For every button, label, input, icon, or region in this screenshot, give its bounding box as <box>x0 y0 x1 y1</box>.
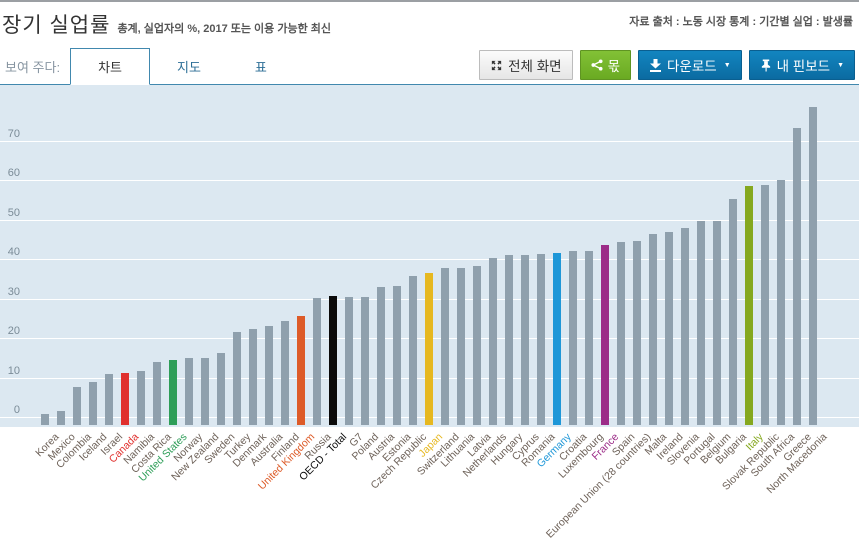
bar-korea[interactable] <box>41 413 49 425</box>
y-tick-label-50: 50 <box>7 206 20 219</box>
bar-united-states[interactable] <box>169 359 177 425</box>
action-buttons: 전체 화면 몫 <box>479 50 855 80</box>
bar-poland[interactable] <box>361 296 369 425</box>
bar-norway[interactable] <box>185 358 193 425</box>
bar-czech-republic[interactable] <box>409 276 417 425</box>
bar-slovenia[interactable] <box>681 228 689 425</box>
caret-down-icon: ▼ <box>837 61 844 69</box>
bar-estonia[interactable] <box>393 286 401 425</box>
pin-icon <box>760 59 772 72</box>
bar-luxembourg[interactable] <box>585 250 593 425</box>
pinboard-label: 내 핀보드 <box>776 59 831 74</box>
grid-line-40 <box>0 259 859 260</box>
caret-down-icon: ▼ <box>723 61 731 69</box>
tab-table[interactable]: 표 <box>254 60 267 75</box>
page-title: 장기 실업률 <box>2 14 111 37</box>
y-tick-label-0: 0 <box>13 404 20 416</box>
grid-line-70 <box>0 140 859 142</box>
tab-chart[interactable]: 차트 <box>70 48 150 85</box>
bar-latvia[interactable] <box>473 266 481 425</box>
y-tick-label-30: 30 <box>7 285 20 298</box>
bar-sweden[interactable] <box>217 352 225 425</box>
download-label: 다운로드 <box>667 59 717 74</box>
bar-israel[interactable] <box>105 373 113 425</box>
tab-map[interactable]: 지도 <box>177 60 201 75</box>
bar-portugal[interactable] <box>697 220 705 425</box>
fullscreen-label: 전체 화면 <box>508 59 562 74</box>
bar-japan[interactable] <box>425 273 433 425</box>
bar-lithuania[interactable] <box>457 267 465 425</box>
bar-russia[interactable] <box>313 298 321 425</box>
bar-spain[interactable] <box>617 242 625 425</box>
bar-greece[interactable] <box>793 128 801 425</box>
y-tick-label-70: 70 <box>7 127 20 140</box>
y-tick-label-20: 20 <box>7 325 20 337</box>
view-toolbar: 보여 주다: 차트 지도 표 전체 화면 <box>0 48 859 85</box>
y-tick-label-60: 60 <box>7 167 20 179</box>
pinboard-button[interactable]: 내 핀보드 ▼ <box>748 50 855 80</box>
download-button[interactable]: 다운로드 ▼ <box>638 50 742 80</box>
bar-iceland[interactable] <box>89 382 97 425</box>
bar-new-zealand[interactable] <box>201 357 209 425</box>
y-tick-label-40: 40 <box>7 246 20 258</box>
bar-germany[interactable] <box>553 252 561 425</box>
fullscreen-button[interactable]: 전체 화면 <box>479 50 573 80</box>
bar-switzerland[interactable] <box>441 268 449 425</box>
bar-south-africa[interactable] <box>777 179 785 425</box>
bar-oecd-total[interactable] <box>329 296 337 425</box>
download-icon <box>649 58 662 72</box>
bar-finland[interactable] <box>281 320 289 425</box>
bar-australia[interactable] <box>265 325 273 425</box>
page-subtitle: 총계, 실업자의 %, 2017 또는 이용 가능한 최신 <box>117 23 331 35</box>
bar-slovak-republic[interactable] <box>761 184 769 425</box>
bar-romania[interactable] <box>537 254 545 425</box>
bar-hungary[interactable] <box>505 255 513 425</box>
view-tabs: 보여 주다: 차트 지도 표 <box>0 48 859 85</box>
bar-croatia[interactable] <box>569 250 577 425</box>
bar-cyprus[interactable] <box>521 254 529 425</box>
bar-netherlands[interactable] <box>489 258 497 425</box>
grid-line-60 <box>0 180 859 181</box>
bar-european-union-28-countries-[interactable] <box>633 241 641 425</box>
bar-italy[interactable] <box>745 185 753 425</box>
bar-colombia[interactable] <box>73 387 81 425</box>
share-label: 몫 <box>607 59 620 74</box>
bar-ireland[interactable] <box>665 232 673 425</box>
show-label: 보여 주다: <box>5 60 61 75</box>
bar-denmark[interactable] <box>249 328 257 425</box>
bar-costa-rica[interactable] <box>153 361 161 425</box>
bar-turkey[interactable] <box>233 332 241 425</box>
bar-belgium[interactable] <box>713 220 721 425</box>
bar-north-macedonia[interactable] <box>809 106 817 425</box>
bar-mexico[interactable] <box>57 410 65 425</box>
bar-austria[interactable] <box>377 286 385 425</box>
bar-france[interactable] <box>601 244 609 425</box>
page-header: 장기 실업률 총계, 실업자의 %, 2017 또는 이용 가능한 최신 자료 출… <box>0 2 859 52</box>
bar-g7[interactable] <box>345 297 353 425</box>
bar-canada[interactable] <box>121 372 129 425</box>
source-breadcrumb: 자료 출처 : 노동 시장 통계 : 기간별 실업 : 발생률 <box>629 16 853 28</box>
grid-line-50 <box>0 219 859 221</box>
bar-malta[interactable] <box>649 233 657 425</box>
expand-icon <box>490 59 503 72</box>
y-tick-label-10: 10 <box>7 364 20 377</box>
share-button[interactable]: 몫 <box>579 50 631 80</box>
chart-plot-area: 0 10 20 30 40 50 60 70 <box>0 85 859 427</box>
bar-bulgaria[interactable] <box>729 198 737 425</box>
chart-x-axis: Korea Mexico Colombia Iceland Israel Canada Na… <box>0 427 859 540</box>
share-icon <box>591 59 603 71</box>
bar-united-kingdom[interactable] <box>297 316 305 425</box>
bar-namibia[interactable] <box>137 370 145 425</box>
